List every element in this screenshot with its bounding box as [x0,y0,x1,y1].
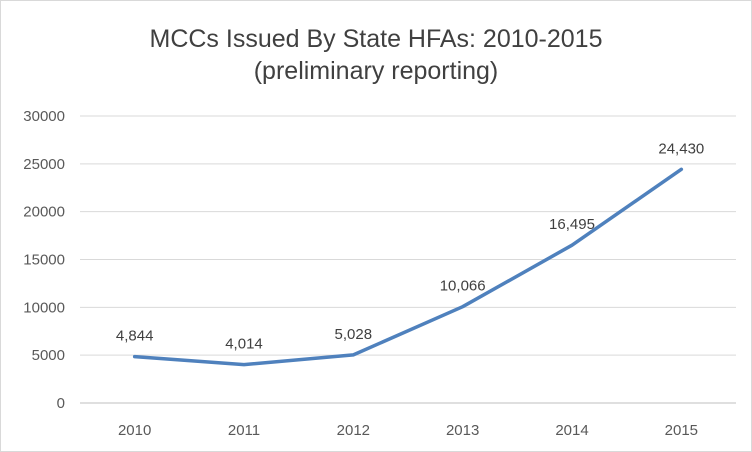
y-tick-label: 10000 [23,299,65,316]
y-tick-label: 5000 [32,347,65,364]
y-tick-label: 30000 [23,108,65,125]
data-label: 10,066 [440,278,486,295]
y-tick-label: 15000 [23,252,65,269]
chart-title: MCCs Issued By State HFAs: 2010-2015 (pr… [1,23,751,87]
data-labels: 4,844 4,014 5,028 10,066 16,495 24,430 [116,140,704,352]
data-label: 24,430 [658,140,704,157]
y-tick-label: 25000 [23,156,65,173]
data-label: 4,014 [225,336,263,353]
gridlines [80,115,736,404]
x-axis-ticks: 2010 2011 2012 2013 2014 2015 [118,422,698,439]
x-tick-label: 2012 [337,422,370,439]
data-label: 4,844 [116,328,154,345]
x-tick-label: 2010 [118,422,151,439]
x-tick-label: 2013 [446,422,479,439]
y-tick-label: 20000 [23,204,65,221]
data-label: 5,028 [335,326,373,343]
chart-title-line-2: (preliminary reporting) [253,57,499,85]
y-axis-ticks: 0 5000 10000 15000 20000 25000 30000 [23,108,65,412]
x-tick-label: 2015 [665,422,698,439]
data-label: 16,495 [549,216,595,233]
y-tick-label: 0 [57,395,65,412]
chart-title-line-1: MCCs Issued By State HFAs: 2010-2015 [149,25,603,53]
series-line [132,167,684,367]
x-tick-label: 2011 [228,422,260,439]
x-tick-label: 2014 [555,422,588,439]
series-group [132,167,684,367]
